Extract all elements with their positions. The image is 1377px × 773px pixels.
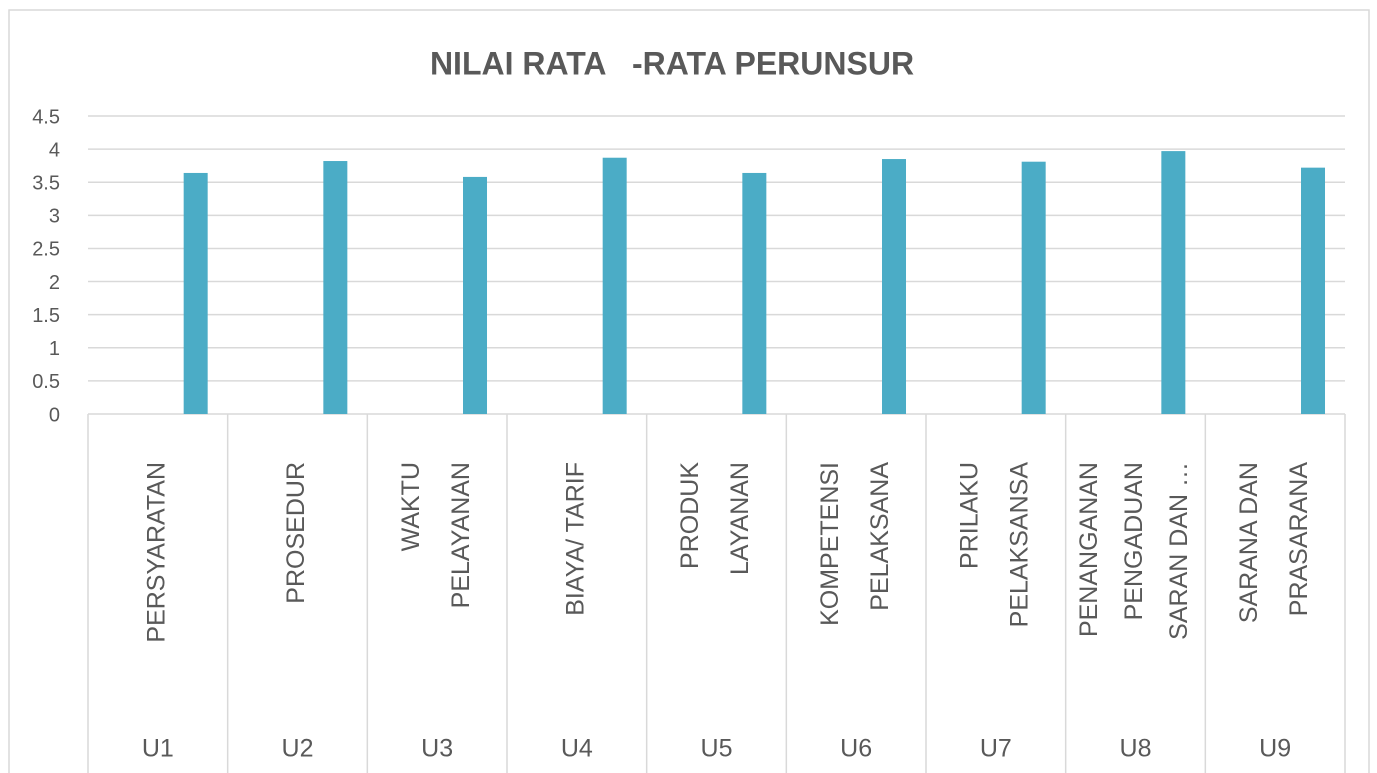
group-label: U5	[701, 735, 733, 763]
y-tick-label: 4.5	[32, 106, 60, 128]
y-tick-label: 2.5	[32, 239, 60, 261]
bar	[1021, 161, 1046, 414]
x-tick-label: PELAKSANA	[866, 462, 894, 611]
bar	[602, 157, 627, 414]
y-tick-label: 1.5	[32, 305, 60, 327]
y-tick-label: 0.5	[32, 371, 60, 393]
bar	[1161, 151, 1186, 414]
bar	[323, 161, 348, 414]
group-label: U2	[282, 735, 314, 763]
y-tick-label: 3	[49, 206, 60, 228]
group-label: U1	[142, 735, 174, 763]
x-tick-label: PENGADUAN	[1120, 462, 1148, 620]
x-tick-label: PRASARANA	[1285, 462, 1313, 617]
x-tick-label: PRODUK	[676, 462, 704, 569]
bar	[882, 159, 907, 414]
y-tick-label: 0	[49, 404, 60, 426]
group-label: U9	[1259, 735, 1291, 763]
bar	[1301, 167, 1326, 414]
x-tick-label: SARANA DAN	[1235, 462, 1263, 623]
chart-title: NILAI RATA -RATA PERUNSUR	[430, 45, 914, 81]
group-label: U7	[980, 735, 1012, 763]
x-tick-label: BIAYA/ TARIF	[561, 462, 589, 616]
bar	[183, 172, 208, 414]
y-tick-label: 1	[49, 338, 60, 360]
group-label: U6	[840, 735, 872, 763]
group-label: U4	[561, 735, 593, 763]
group-label: U3	[421, 735, 453, 763]
y-tick-label: 4	[49, 139, 60, 161]
group-label: U8	[1120, 735, 1152, 763]
y-tick-label: 2	[49, 272, 60, 294]
bar	[463, 176, 488, 414]
x-tick-label: KOMPETENSI	[816, 462, 844, 626]
bar	[742, 172, 767, 414]
x-tick-label: PELAKSANSA	[1005, 462, 1033, 628]
x-tick-label: PERSYARATAN	[142, 462, 170, 643]
x-tick-label: SARAN DAN …	[1165, 462, 1193, 640]
x-tick-label: WAKTU	[397, 462, 425, 551]
x-tick-label: PELAYANAN	[447, 462, 475, 608]
x-tick-label: LAYANAN	[726, 462, 754, 575]
y-tick-label: 3.5	[32, 173, 60, 195]
x-tick-label: PRILAKU	[955, 462, 983, 569]
chart-border	[8, 9, 1370, 773]
x-tick-label: PROSEDUR	[282, 462, 310, 604]
x-tick-label: PENANGANAN	[1075, 462, 1103, 637]
